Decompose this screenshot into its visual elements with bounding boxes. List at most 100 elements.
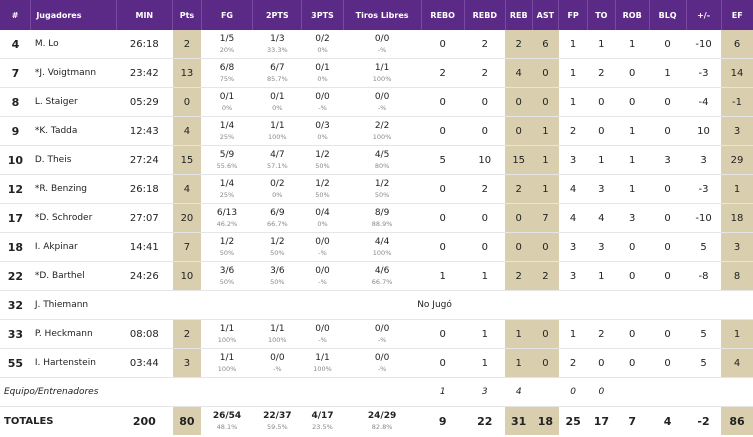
field-goals: 1/5 20% [201, 30, 253, 59]
total-rebounds: 0 [505, 232, 533, 262]
three-pointers-made-attempted: 0/0 [315, 236, 330, 247]
efficiency: 1 [721, 174, 753, 204]
efficiency: 1 [721, 319, 753, 349]
three-pointers: 0/0 -% [301, 261, 344, 291]
total-rebounds: 0 [505, 116, 533, 146]
col-fp-header[interactable]: FP [558, 0, 588, 30]
player-number: 22 [0, 261, 31, 291]
col-reb-header[interactable]: REB [505, 0, 533, 30]
defensive-rebounds: 3 [464, 377, 506, 407]
col-ft-header[interactable]: Tiros Libres [343, 0, 422, 30]
col-3pts-header[interactable]: 3PTS [301, 0, 344, 30]
free-throws-percentage: 100% [372, 248, 392, 257]
blocks: 0 [649, 348, 687, 378]
two-pointers: 1/3 33.3% [252, 30, 302, 59]
blocks: 1 [649, 58, 687, 88]
col-player-header[interactable]: Jugadores [30, 0, 117, 30]
offensive-rebounds: 2 [421, 58, 465, 88]
field-goals-percentage: 100% [217, 335, 237, 344]
three-pointers-made-attempted: 1/1 [315, 352, 330, 363]
player-name-link[interactable]: M. Lo [30, 30, 117, 59]
total-rebounds: 1 [505, 348, 533, 378]
player-name-link[interactable]: I. Hartenstein [30, 348, 117, 378]
defensive-rebounds: 2 [464, 58, 506, 88]
field-goals: 1/1 100% [201, 319, 253, 349]
empty-cell [721, 377, 753, 407]
points: 7 [172, 232, 202, 262]
assists: 1 [532, 116, 559, 146]
free-throws-made-attempted: 8/9 [374, 207, 390, 218]
free-throws-percentage: -% [377, 335, 387, 344]
field-goals-percentage: 50% [219, 248, 235, 257]
efficiency: 29 [721, 145, 753, 175]
steals: 0 [615, 87, 650, 117]
col-fg-header[interactable]: FG [201, 0, 254, 30]
team-coaches-row: Equipo/Entrenadores 1 3 4 0 0 [0, 377, 753, 407]
player-name-link[interactable]: J. Thiemann [30, 290, 117, 320]
offensive-rebounds: 0 [421, 30, 465, 59]
defensive-rebounds: 1 [464, 348, 506, 378]
total-rebounds: 0 [505, 87, 533, 117]
fouls: 25 [558, 406, 588, 435]
empty-cell [343, 377, 422, 407]
three-pointers-percentage: 23.5% [312, 422, 333, 431]
col-blq-header[interactable]: BLQ [649, 0, 687, 30]
field-goals-made-attempted: 1/5 [219, 33, 235, 44]
team-coaches-label: Equipo/Entrenadores [0, 377, 202, 407]
player-name-link[interactable]: *K. Tadda [30, 116, 117, 146]
player-name-link[interactable]: *R. Benzing [30, 174, 117, 204]
col-rebo-header[interactable]: REBO [421, 0, 465, 30]
col-to-header[interactable]: TO [587, 0, 616, 30]
assists: 0 [532, 348, 559, 378]
col-min-header[interactable]: MIN [116, 0, 174, 30]
total-rebounds: 31 [505, 406, 533, 435]
col-number-header[interactable]: # [0, 0, 32, 30]
free-throws: 4/6 66.7% [343, 261, 422, 291]
col-rebd-header[interactable]: REBD [464, 0, 506, 30]
assists: 1 [532, 174, 559, 204]
player-name-link[interactable]: *J. Voigtmann [30, 58, 117, 88]
offensive-rebounds: 0 [421, 232, 465, 262]
player-name-link[interactable]: L. Staiger [30, 87, 117, 117]
col-ef-header[interactable]: EF [721, 0, 753, 30]
col-ast-header[interactable]: AST [532, 0, 560, 30]
offensive-rebounds: 0 [421, 174, 465, 204]
two-pointers-made-attempted: 0/0 [270, 352, 285, 363]
three-pointers: 4/17 23.5% [301, 406, 344, 435]
efficiency: 3 [721, 232, 753, 262]
minutes: 12:43 [116, 116, 173, 146]
assists: 7 [532, 203, 559, 233]
total-rebounds: 2 [505, 261, 533, 291]
player-name-link[interactable]: I. Akpinar [30, 232, 117, 262]
two-pointers-made-attempted: 6/7 [270, 62, 285, 73]
player-name-link[interactable]: D. Theis [30, 145, 117, 175]
points: 20 [172, 203, 202, 233]
player-row-dnp: 32 J. Thiemann No Jugó [0, 290, 753, 320]
field-goals-percentage: 20% [219, 45, 235, 54]
col-rob-header[interactable]: ROB [615, 0, 650, 30]
minutes: 03:44 [116, 348, 173, 378]
two-pointers: 4/7 57.1% [252, 145, 302, 175]
two-pointers-percentage: 100% [268, 335, 287, 344]
col-plusminus-header[interactable]: +/- [686, 0, 722, 30]
three-pointers-percentage: 0% [317, 132, 328, 141]
player-name-link[interactable]: *D. Schroder [30, 203, 117, 233]
offensive-rebounds: 0 [421, 319, 465, 349]
three-pointers-made-attempted: 0/1 [315, 62, 330, 73]
points: 80 [172, 406, 202, 435]
two-pointers: 0/2 0% [252, 174, 302, 204]
free-throws: 24/29 82.8% [343, 406, 422, 435]
col-pts-header[interactable]: Pts [172, 0, 202, 30]
two-pointers-percentage: 59.5% [266, 422, 288, 431]
three-pointers-percentage: -% [318, 277, 327, 286]
col-2pts-header[interactable]: 2PTS [252, 0, 303, 30]
efficiency: 18 [721, 203, 753, 233]
plus-minus: -8 [686, 261, 721, 291]
player-name-link[interactable]: P. Heckmann [30, 319, 117, 349]
fouls: 2 [558, 116, 588, 146]
turnovers: 0 [587, 348, 616, 378]
fouls: 1 [558, 87, 588, 117]
turnovers: 0 [587, 377, 616, 407]
defensive-rebounds: 1 [464, 261, 506, 291]
player-name-link[interactable]: *D. Barthel [30, 261, 117, 291]
